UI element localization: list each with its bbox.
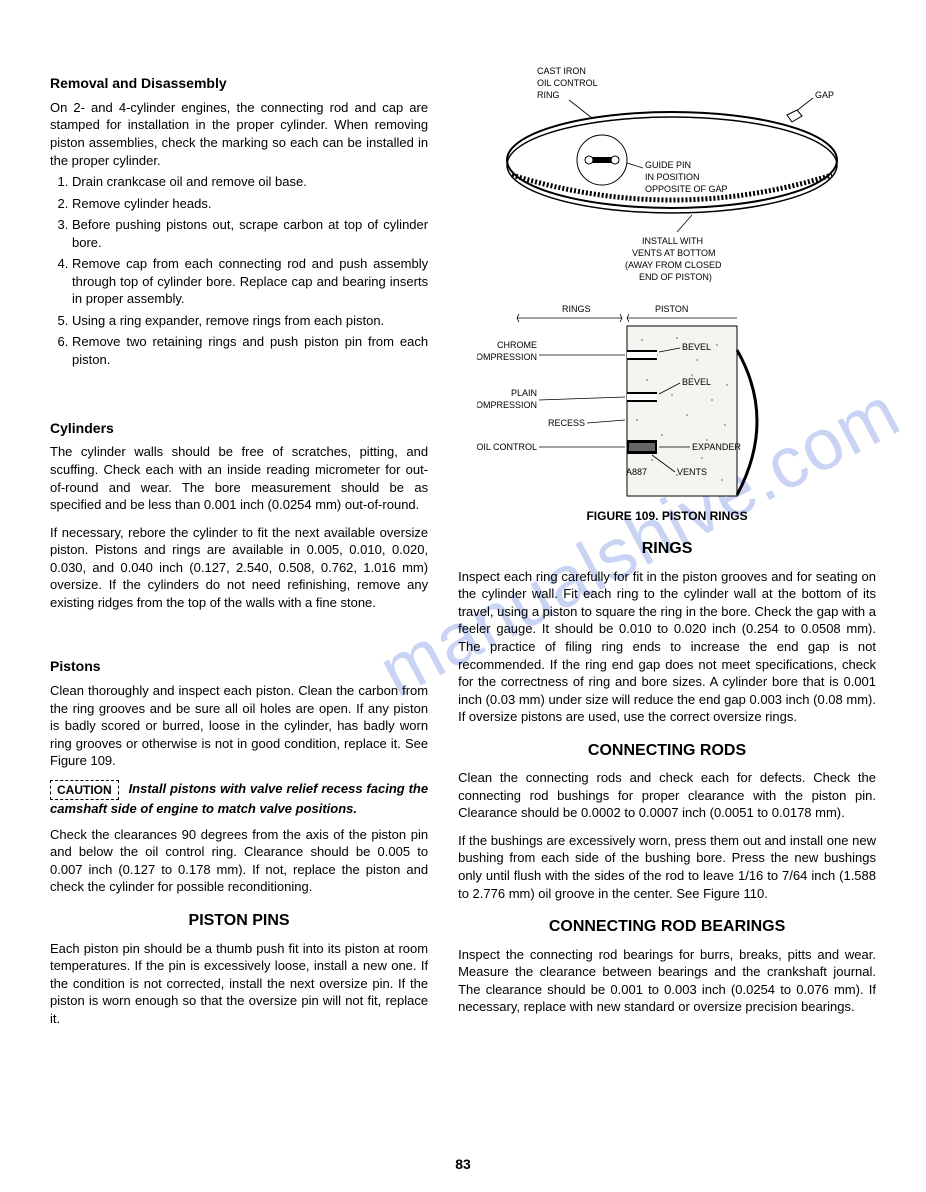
left-column: Removal and Disassembly On 2- and 4-cyli… — [50, 60, 428, 1037]
conrods-p2: If the bushings are excessively worn, pr… — [458, 832, 876, 902]
removal-intro: On 2- and 4-cylinder engines, the connec… — [50, 99, 428, 169]
a887-label: A887 — [626, 467, 647, 477]
install-label-3: (AWAY FROM CLOSED — [625, 260, 722, 270]
rings-p1: Inspect each ring carefully for fit in t… — [458, 568, 876, 726]
oil-control-label: OIL CONTROL — [477, 442, 537, 452]
expander-label: EXPANDER — [692, 442, 741, 452]
page-content: Removal and Disassembly On 2- and 4-cyli… — [50, 60, 876, 1037]
conrods-p1: Clean the connecting rods and check each… — [458, 769, 876, 822]
cylinders-p2: If necessary, rebore the cylinder to fit… — [50, 524, 428, 612]
guide-pin-label-2: IN POSITION — [645, 172, 700, 182]
rings-section-label: RINGS — [562, 304, 591, 314]
oil-control-label-top: OIL CONTROL — [537, 78, 598, 88]
piston-diagram: RINGS PISTON — [477, 300, 857, 500]
install-label-2: VENTS AT BOTTOM — [632, 248, 716, 258]
pistons-heading: Pistons — [50, 657, 428, 676]
removal-heading: Removal and Disassembly — [50, 74, 428, 93]
right-column: CAST IRON OIL CONTROL RING GAP GUIDE P — [458, 60, 876, 1037]
bevel1-label: BEVEL — [682, 342, 711, 352]
chrome-label-2: COMPRESSION — [477, 352, 537, 362]
plain-label-1: PLAIN — [511, 388, 537, 398]
removal-steps: Drain crankcase oil and remove oil base.… — [50, 173, 428, 368]
cylinders-heading: Cylinders — [50, 419, 428, 438]
piston-section-label: PISTON — [655, 304, 688, 314]
pins-p1: Each piston pin should be a thumb push f… — [50, 940, 428, 1028]
vents-label: VENTS — [677, 467, 707, 477]
step-4: Remove cap from each connecting rod and … — [72, 255, 428, 308]
bearings-p1: Inspect the connecting rod bearings for … — [458, 946, 876, 1016]
pistons-p2: Check the clearances 90 degrees from the… — [50, 826, 428, 896]
install-label-1: INSTALL WITH — [642, 236, 703, 246]
cylinders-p1: The cylinder walls should be free of scr… — [50, 443, 428, 513]
step-2: Remove cylinder heads. — [72, 195, 428, 213]
ring-label-top: RING — [537, 90, 560, 100]
step-6: Remove two retaining rings and push pist… — [72, 333, 428, 368]
rings-heading: RINGS — [458, 538, 876, 560]
conrods-heading: CONNECTING RODS — [458, 740, 876, 762]
step-3: Before pushing pistons out, scrape carbo… — [72, 216, 428, 251]
bearings-heading: CONNECTING ROD BEARINGS — [458, 916, 876, 938]
bevel2-label: BEVEL — [682, 377, 711, 387]
caution-label: CAUTION — [50, 780, 119, 800]
chrome-label-1: CHROME — [497, 340, 537, 350]
piston-pins-heading: PISTON PINS — [50, 910, 428, 932]
recess-label: RECESS — [548, 418, 585, 428]
pistons-p1: Clean thoroughly and inspect each piston… — [50, 682, 428, 770]
guide-pin-label-3: OPPOSITE OF GAP — [645, 184, 728, 194]
plain-label-2: COMPRESSION — [477, 400, 537, 410]
guide-pin-label-1: GUIDE PIN — [645, 160, 691, 170]
step-1: Drain crankcase oil and remove oil base. — [72, 173, 428, 191]
page-number: 83 — [455, 1156, 471, 1172]
ring-diagram: CAST IRON OIL CONTROL RING GAP GUIDE P — [477, 60, 857, 290]
figure-109: CAST IRON OIL CONTROL RING GAP GUIDE P — [458, 60, 876, 524]
gap-label: GAP — [815, 90, 834, 100]
step-5: Using a ring expander, remove rings from… — [72, 312, 428, 330]
figure-109-caption: FIGURE 109. PISTON RINGS — [458, 508, 876, 524]
caution-block: CAUTION Install pistons with valve relie… — [50, 780, 428, 818]
install-label-4: END OF PISTON) — [639, 272, 712, 282]
cast-iron-label: CAST IRON — [537, 66, 586, 76]
